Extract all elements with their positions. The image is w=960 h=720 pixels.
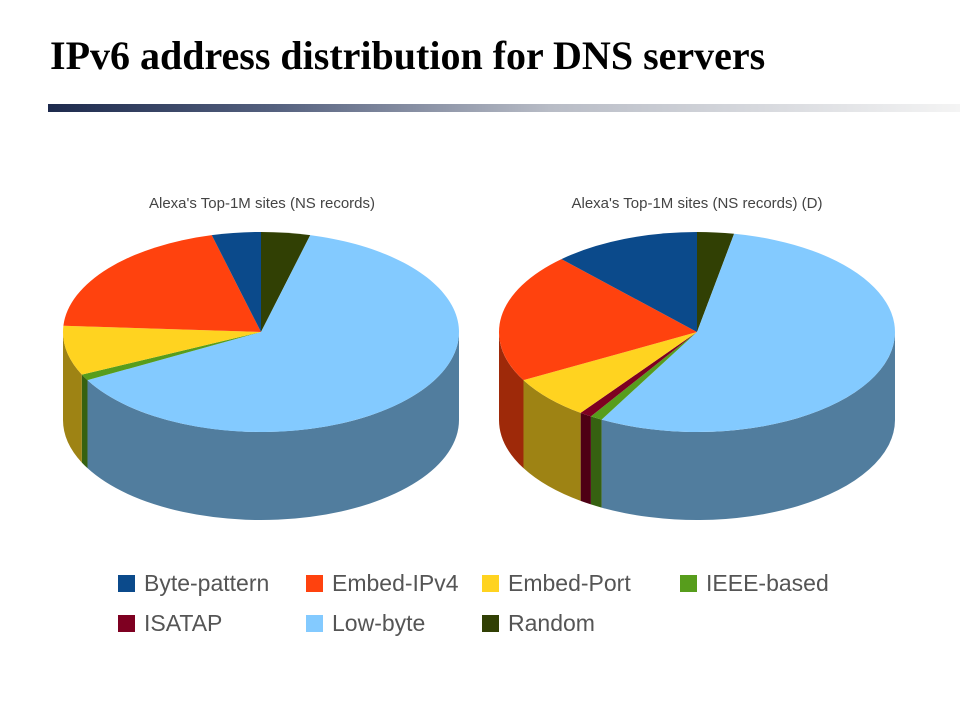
legend-swatch (306, 574, 323, 592)
charts-area: Alexa's Top-1M sites (NS records) Alexa'… (0, 180, 960, 540)
legend-label: IEEE-based (706, 569, 829, 596)
pie-slice-low-byte (87, 235, 459, 432)
legend-swatch (118, 614, 135, 632)
pie-slice-ieee-based (81, 332, 261, 381)
pie-side-ieee-based (81, 374, 88, 469)
legend-item: IEEE-based (680, 566, 858, 600)
pie-slice-low-byte (601, 233, 895, 432)
legend-item: Low-byte (306, 606, 482, 640)
legend-label: Low-byte (332, 609, 426, 636)
pie-side-embed-port (523, 380, 581, 501)
chart-title-right: Alexa's Top-1M sites (NS records) (D) (572, 195, 823, 212)
chart-title-left: Alexa's Top-1M sites (NS records) (149, 195, 375, 212)
pie-side-isatap (580, 412, 591, 505)
pie-slice-embed-ipv4 (498, 259, 697, 381)
legend-label: Embed-Port (508, 569, 631, 596)
legend-item: ISATAP (118, 606, 306, 640)
legend-swatch (118, 574, 135, 592)
pie-slice-random (697, 232, 735, 332)
slide-title: IPv6 address distribution for DNS server… (50, 33, 766, 78)
pie-slice-ieee-based (590, 332, 697, 420)
pie-slice-isatap (580, 332, 697, 417)
pie-slice-embed-port (523, 332, 697, 413)
legend-swatch (680, 574, 697, 592)
title-divider (48, 104, 960, 112)
legend-label: Embed-IPv4 (332, 569, 459, 596)
legend-swatch (482, 614, 499, 632)
pie-slice-byte-pattern (211, 232, 261, 332)
pie-side-embed-ipv4 (499, 332, 524, 469)
pie-chart-left (62, 232, 460, 521)
pie-side-ieee-based (590, 416, 602, 508)
legend-label: Random (508, 609, 595, 636)
legend-label: Byte-pattern (144, 569, 270, 596)
pie-side-low-byte (87, 332, 460, 521)
pie-slice-byte-pattern (561, 232, 697, 332)
pie-side-low-byte (601, 332, 895, 521)
legend-item: Byte-pattern (118, 566, 306, 600)
legend-item: Embed-Port (482, 566, 680, 600)
pie-slice-embed-ipv4 (63, 235, 261, 332)
legend-item: Embed-IPv4 (306, 566, 482, 600)
legend-item: Random (482, 606, 680, 640)
legend-label: ISATAP (144, 609, 223, 636)
pie-chart-right (498, 232, 895, 521)
pie-slice-random (261, 232, 311, 332)
chart-legend: Byte-pattern Embed-IPv4 Embed-Port IEEE-bas… (118, 566, 858, 640)
legend-swatch (482, 574, 499, 592)
pie-charts: Alexa's Top-1M sites (NS records) Alexa'… (62, 195, 895, 521)
pie-slice-embed-port (62, 325, 262, 375)
legend-swatch (306, 614, 323, 632)
pie-side-embed-port (63, 332, 82, 463)
